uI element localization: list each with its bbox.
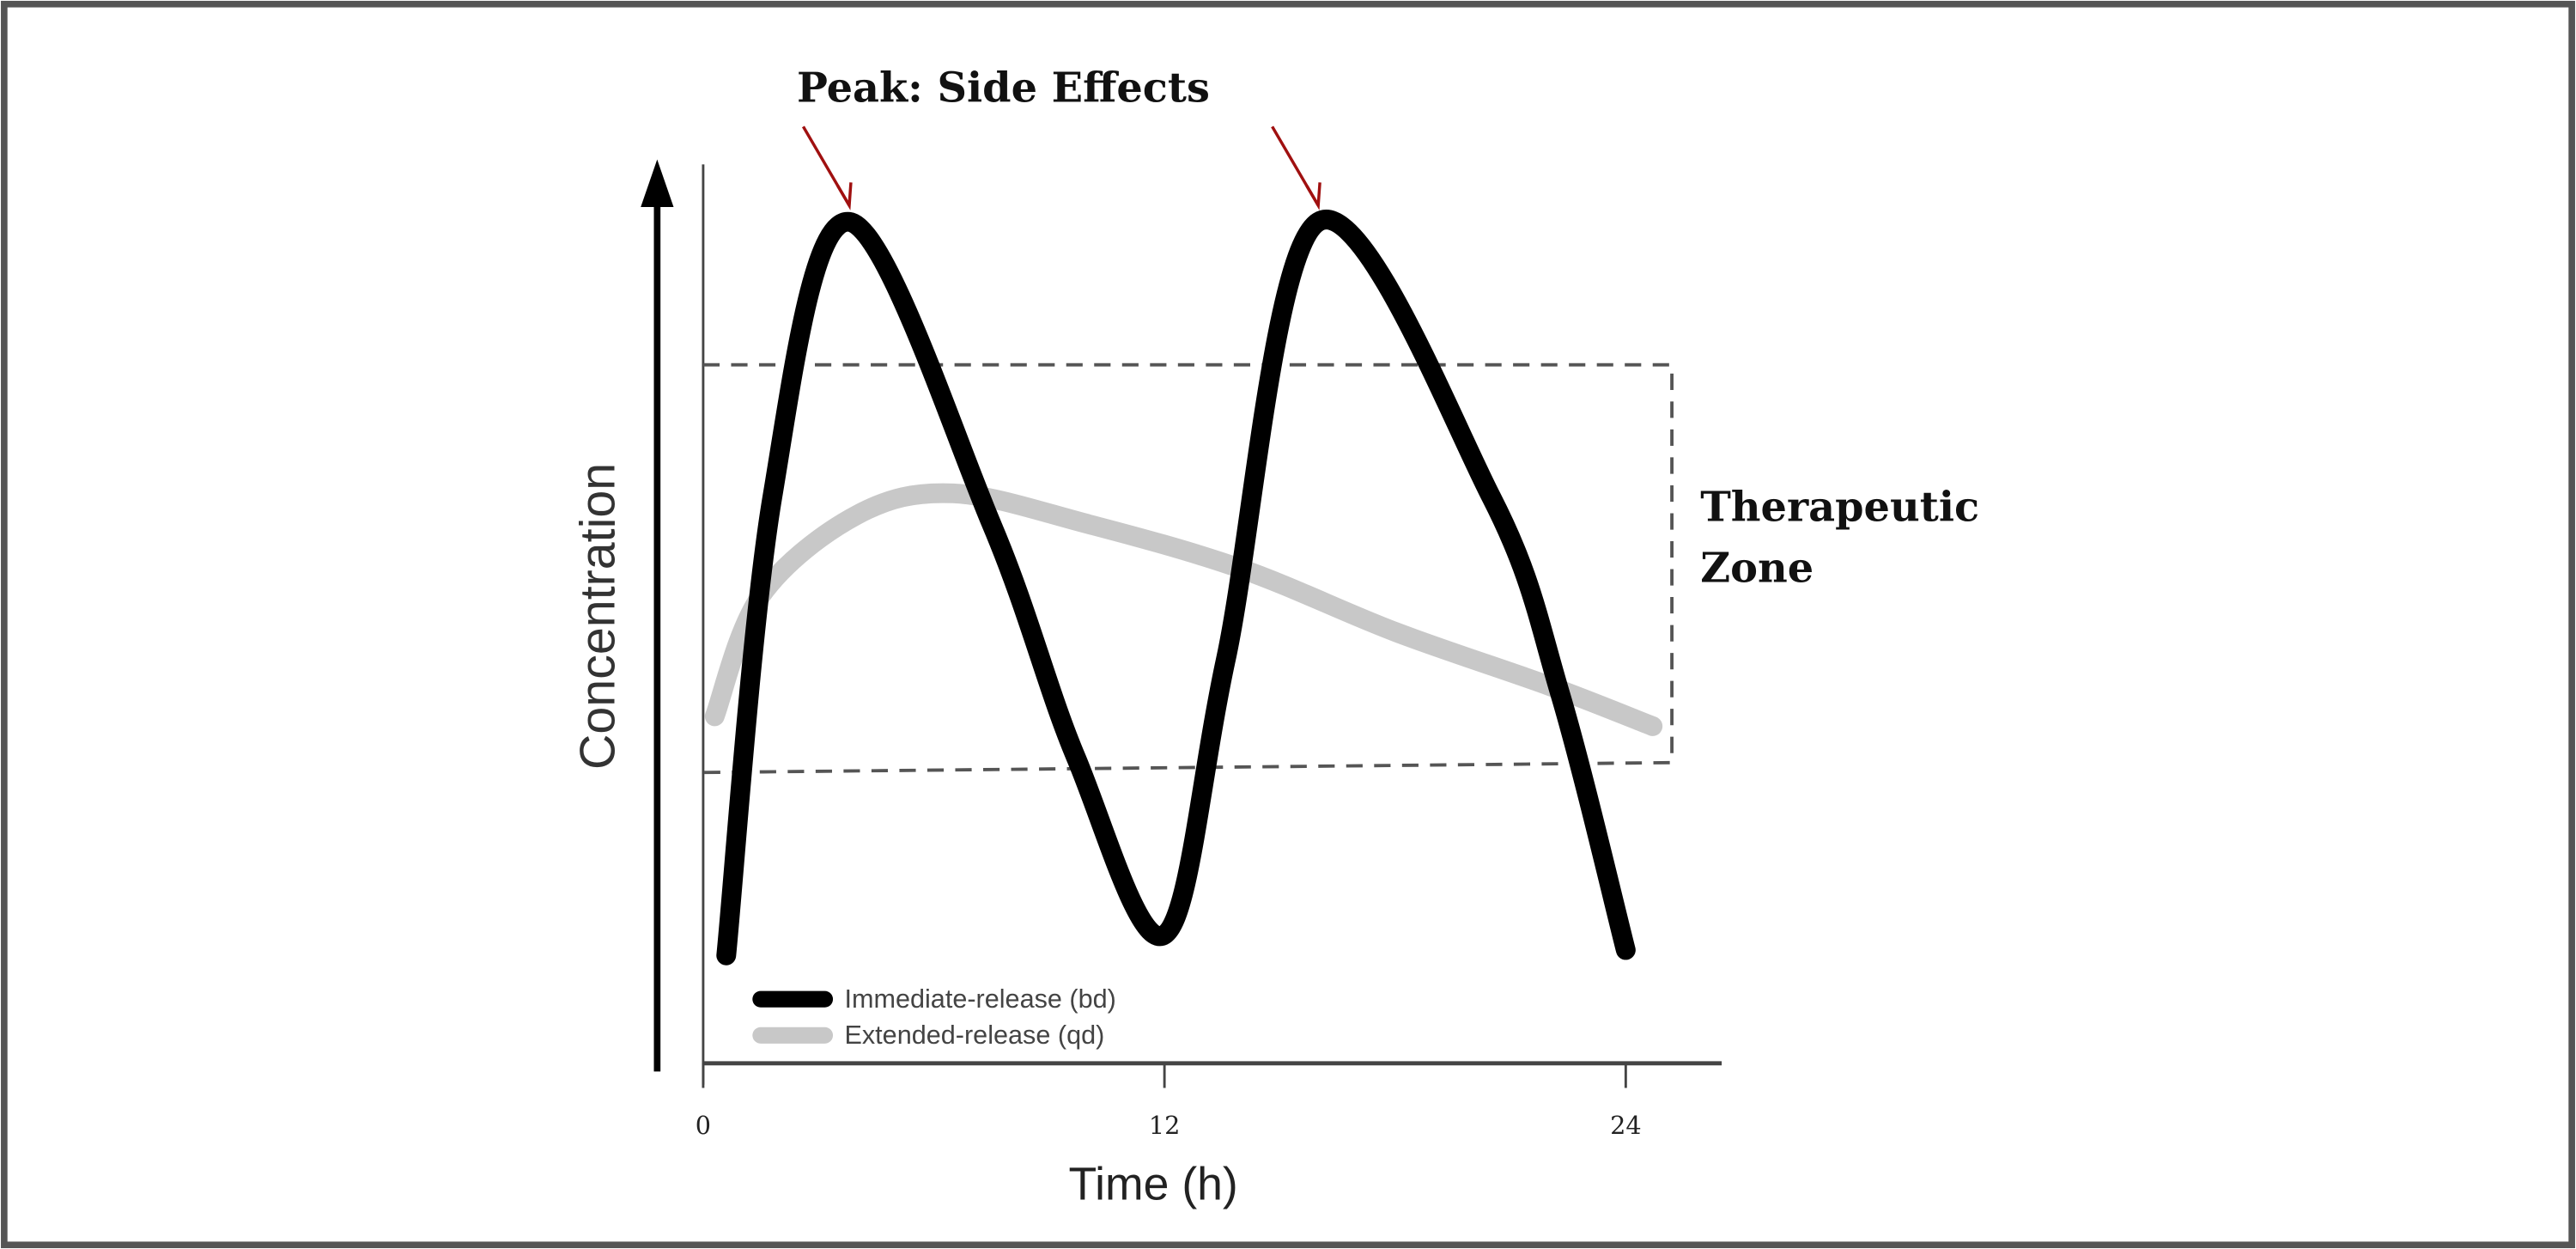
- x-tick-label: 24: [1610, 1111, 1642, 1140]
- legend-label-extended: Extended-release (qd): [844, 1021, 1104, 1050]
- peak-arrow-head-icon: [1305, 182, 1321, 210]
- y-axis-label: Concentration: [571, 463, 626, 770]
- series-extended-release-line: [704, 483, 1663, 736]
- x-axis-label: Time (h): [1068, 1160, 1237, 1210]
- series-immediate-release-line: [716, 210, 1636, 966]
- y-arrow-head-icon: [641, 159, 674, 208]
- zone-label-line2: Zone: [1700, 544, 1814, 592]
- therapeutic-zone-box: [702, 363, 1674, 775]
- zone-label-line1: Therapeutic: [1700, 483, 1979, 531]
- legend-label-immediate: Immediate-release (bd): [844, 984, 1115, 1014]
- peak-arrow-head-icon: [836, 182, 853, 210]
- x-tick-label: 0: [696, 1111, 711, 1140]
- peak-label: Peak: Side Effects: [797, 64, 1210, 113]
- x-tick-label: 12: [1149, 1111, 1181, 1140]
